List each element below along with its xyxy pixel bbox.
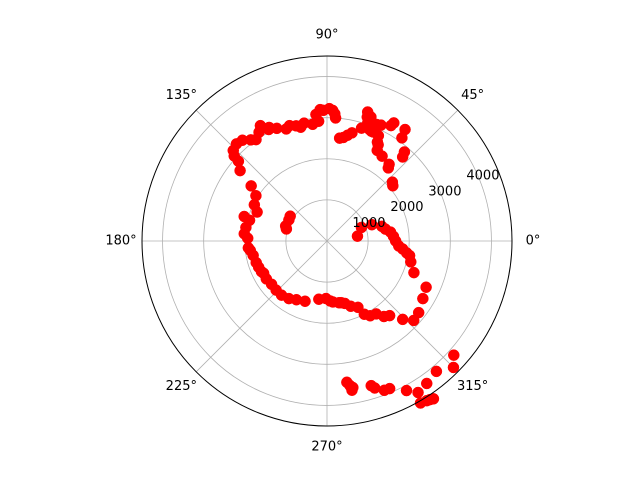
data-point xyxy=(241,232,254,244)
data-point xyxy=(400,384,413,397)
data-point xyxy=(232,155,245,167)
data-point xyxy=(385,119,397,132)
radial-tick-label: 2000 xyxy=(390,200,423,215)
data-point xyxy=(383,382,396,395)
polar-frame xyxy=(141,55,513,427)
data-point xyxy=(243,214,256,227)
data-point xyxy=(417,292,429,305)
radial-tick-label: 4000 xyxy=(466,169,499,184)
data-point xyxy=(412,386,424,399)
data-point xyxy=(355,122,368,134)
angular-gridline-225 xyxy=(195,240,328,373)
data-point xyxy=(333,132,346,144)
angle-tick-label: 45° xyxy=(461,88,484,103)
angle-tick-label: 135° xyxy=(166,88,197,103)
data-point xyxy=(448,349,460,361)
angle-tick-label: 270° xyxy=(311,440,342,455)
data-point xyxy=(284,210,296,222)
data-point xyxy=(386,176,399,188)
data-point xyxy=(420,281,432,293)
polar-outer-frame xyxy=(141,55,513,427)
angle-tick-label: 0° xyxy=(526,234,541,249)
data-point xyxy=(299,295,311,308)
radial-tick-label: 1000 xyxy=(352,216,385,231)
data-point xyxy=(234,164,246,177)
angular-gridline-315 xyxy=(326,240,459,373)
angle-tick-label: 225° xyxy=(166,379,197,394)
data-point xyxy=(383,309,396,322)
data-point xyxy=(370,118,383,131)
angle-tick-label: 315° xyxy=(457,379,488,394)
data-point xyxy=(430,365,443,378)
angular-gridline-135 xyxy=(195,109,328,242)
data-point xyxy=(251,206,263,218)
angle-tick-label: 90° xyxy=(315,28,338,43)
radial-tick-label: 3000 xyxy=(428,184,461,199)
data-point xyxy=(383,158,395,171)
data-point xyxy=(408,266,420,279)
data-point xyxy=(427,393,440,405)
angular-gridline-45 xyxy=(326,109,459,242)
data-point xyxy=(369,382,381,394)
data-point xyxy=(412,306,425,319)
data-points xyxy=(227,102,460,409)
data-point xyxy=(396,132,408,144)
data-point xyxy=(396,313,409,326)
tick-labels: 0° 45° 90° 135° 180° 225° 270° 315° 1000 2000 3000… xyxy=(105,28,540,455)
data-point xyxy=(396,151,409,163)
angle-tick-label: 180° xyxy=(105,234,136,249)
data-point xyxy=(420,377,433,390)
data-point xyxy=(346,384,358,396)
data-point xyxy=(447,361,460,374)
data-point xyxy=(245,180,257,192)
data-point xyxy=(355,221,368,234)
